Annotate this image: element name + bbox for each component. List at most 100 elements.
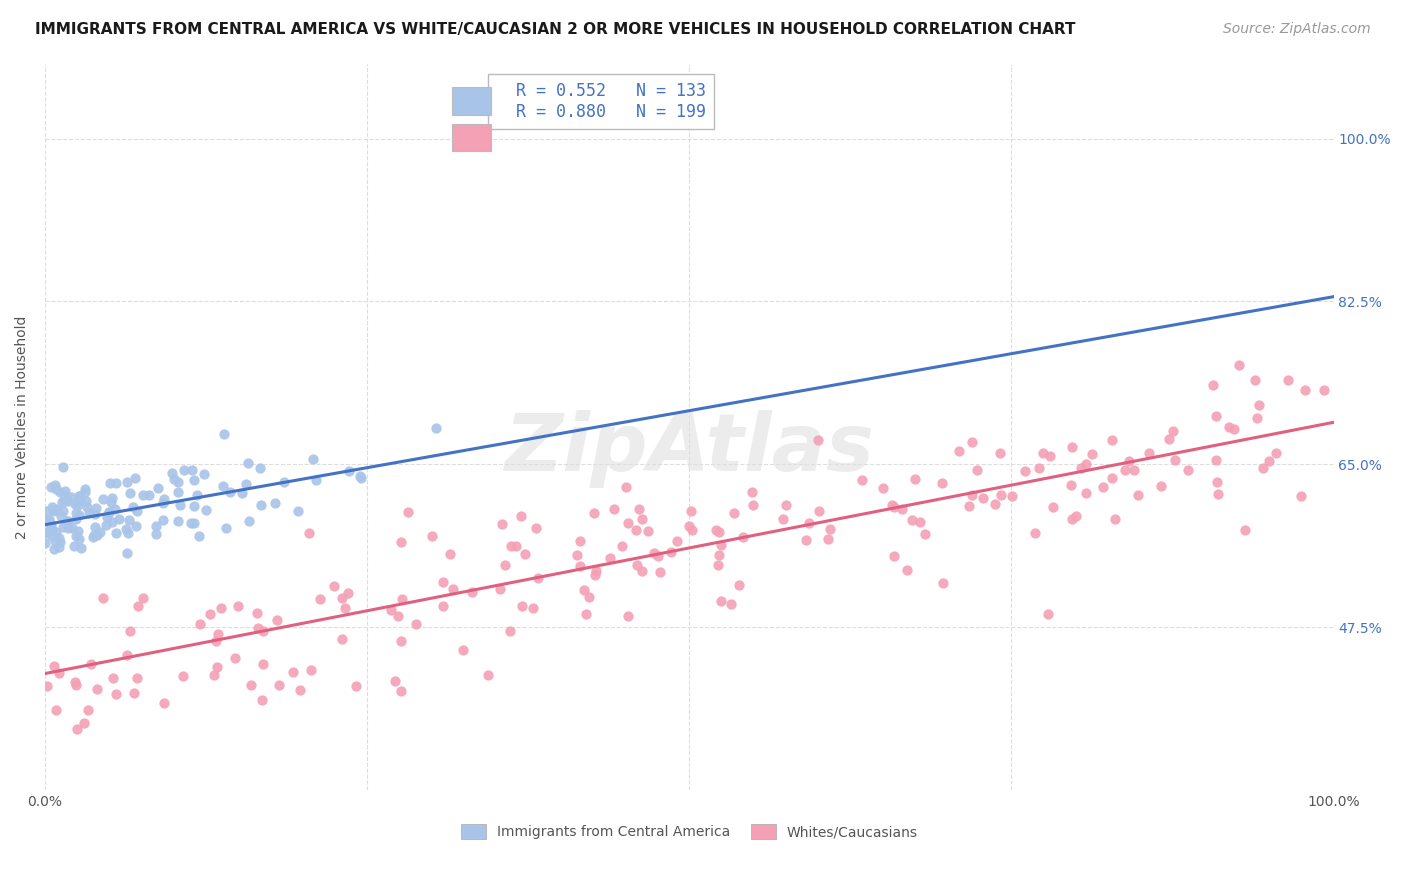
Point (679, 504, 702, 518)
Point (118, 624, 141, 638)
Point (322, 579, 344, 593)
Point (117, 546, 139, 560)
Point (48, 540, 70, 554)
Point (122, 500, 145, 514)
Point (681, 524, 703, 538)
FancyBboxPatch shape (453, 87, 491, 115)
Point (231, 485, 253, 500)
Point (53, 483, 76, 498)
Point (98, 504, 121, 518)
Point (614, 480, 637, 494)
Point (39, 517, 62, 532)
Point (132, 591, 155, 605)
Point (91, 491, 114, 506)
Point (396, 505, 419, 519)
Point (794, 533, 817, 548)
Point (491, 516, 513, 531)
Point (1060, 440, 1083, 454)
Point (510, 509, 533, 524)
Point (603, 502, 626, 516)
Point (45, 504, 67, 518)
Point (1060, 477, 1083, 491)
Point (69, 491, 91, 505)
Point (637, 524, 659, 539)
Point (1092, 480, 1115, 494)
Point (214, 427, 236, 442)
Point (180, 463, 202, 477)
Point (52, 520, 75, 534)
Point (41, 522, 63, 536)
Point (350, 471, 373, 485)
Point (69, 493, 91, 508)
Point (55, 514, 77, 528)
Point (336, 586, 359, 600)
Point (100, 491, 122, 505)
Point (117, 526, 139, 541)
Point (387, 609, 409, 624)
Point (96, 510, 118, 524)
Point (890, 501, 912, 516)
Point (75, 493, 97, 508)
Point (626, 558, 648, 572)
Point (513, 547, 536, 561)
Point (1265, 445, 1288, 459)
Point (145, 527, 167, 541)
Point (35, 515, 58, 529)
Point (1291, 489, 1313, 503)
Point (988, 446, 1011, 460)
Point (73, 484, 96, 499)
Point (630, 512, 652, 526)
Point (287, 504, 309, 518)
Point (89, 525, 111, 540)
Point (67, 533, 90, 547)
Point (125, 671, 148, 685)
Point (723, 506, 745, 520)
Point (960, 434, 983, 449)
Point (167, 485, 190, 500)
Point (439, 547, 461, 561)
Point (105, 687, 128, 701)
Point (817, 533, 839, 547)
Point (125, 504, 148, 518)
Point (420, 529, 443, 543)
Point (127, 599, 149, 613)
Point (583, 506, 606, 520)
Point (190, 616, 212, 631)
Point (152, 513, 174, 527)
Point (219, 484, 242, 499)
Point (704, 523, 727, 537)
Point (880, 498, 903, 512)
Point (1206, 475, 1229, 489)
Point (183, 473, 205, 487)
Point (146, 481, 169, 495)
Point (1208, 486, 1230, 500)
Point (1137, 446, 1160, 460)
Point (56, 521, 79, 535)
Point (198, 607, 221, 622)
Point (461, 584, 484, 599)
Point (167, 514, 190, 528)
Point (772, 512, 794, 526)
Point (236, 456, 259, 470)
Point (77, 703, 100, 717)
Point (183, 499, 205, 513)
Point (193, 467, 215, 481)
Point (572, 583, 595, 598)
Point (305, 473, 328, 487)
Point (872, 481, 894, 495)
Point (883, 500, 905, 514)
Point (510, 599, 533, 614)
Point (710, 594, 733, 608)
Point (1104, 511, 1126, 525)
Point (820, 522, 842, 536)
Point (250, 499, 273, 513)
Point (84, 501, 107, 516)
Point (990, 488, 1012, 502)
Point (1163, 452, 1185, 467)
Point (104, 501, 127, 516)
Point (575, 607, 598, 621)
Point (45, 482, 67, 496)
Point (568, 559, 591, 574)
Point (49, 509, 72, 524)
Point (391, 592, 413, 607)
